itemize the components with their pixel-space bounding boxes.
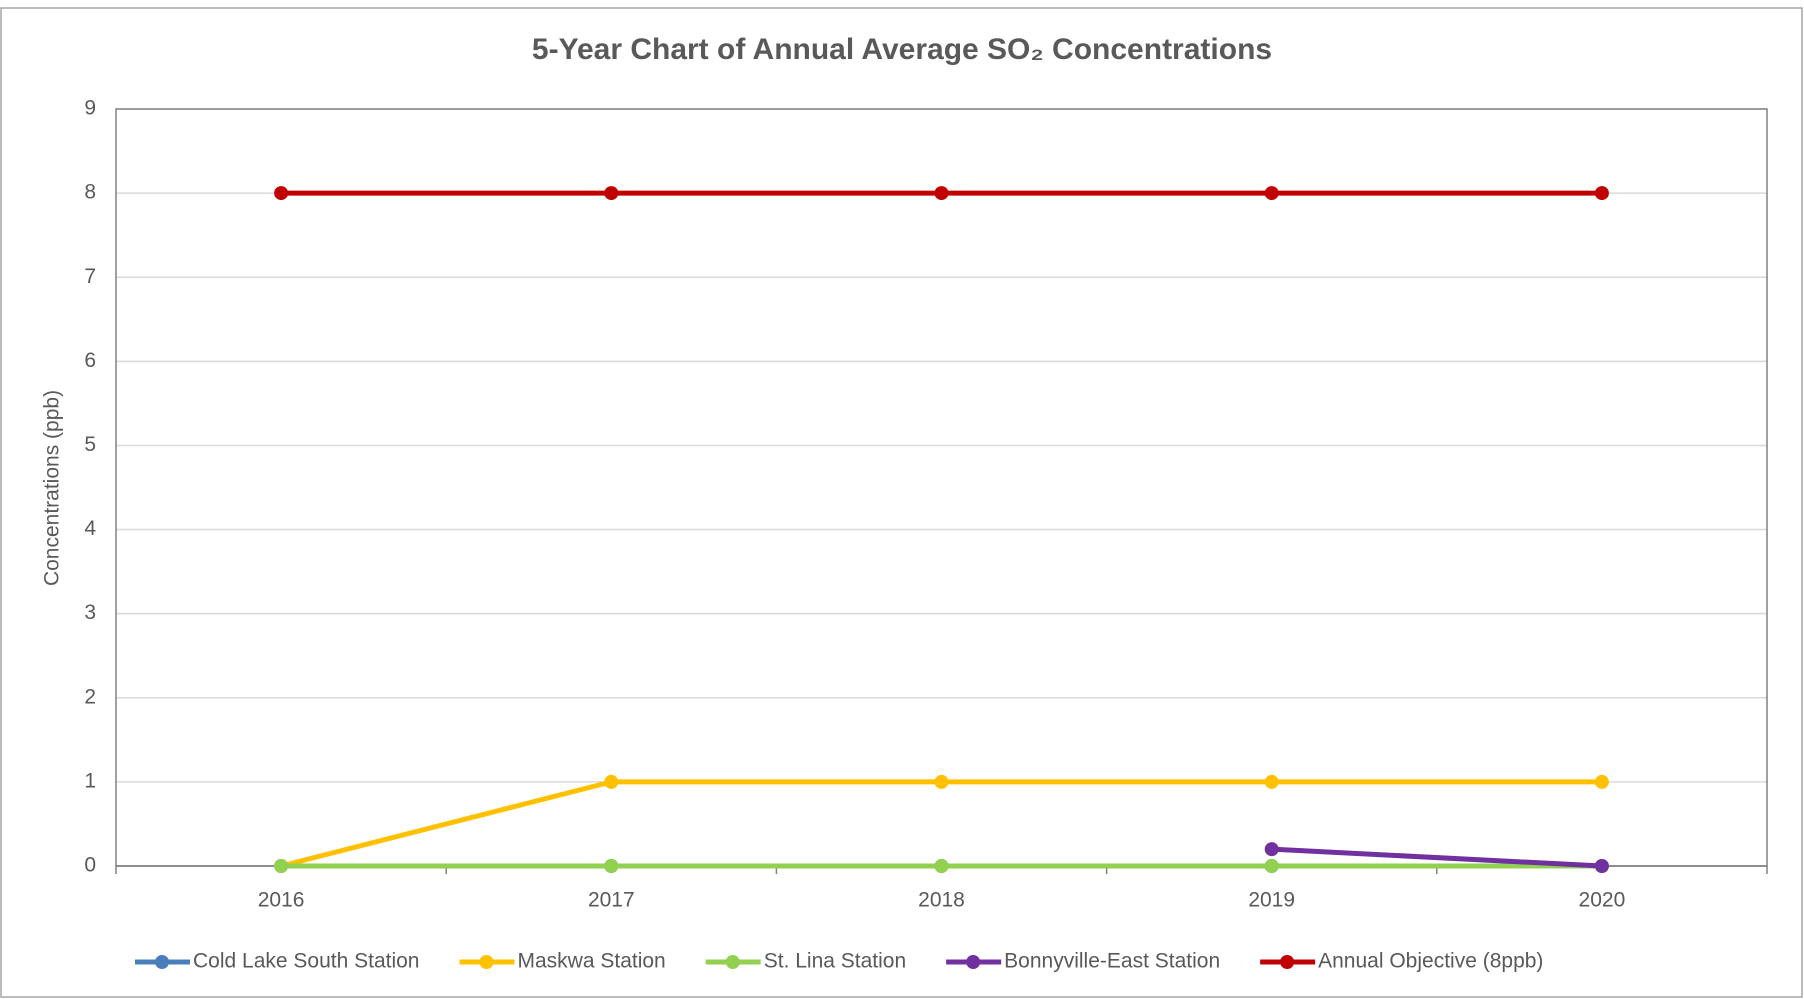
legend-label: Cold Lake South Station bbox=[193, 950, 420, 973]
series-marker bbox=[1594, 774, 1609, 789]
legend-label: Maskwa Station bbox=[518, 950, 666, 973]
y-tick-label: 8 bbox=[84, 181, 96, 204]
legend-marker bbox=[1280, 955, 1295, 969]
legend-label: St. Lina Station bbox=[764, 950, 906, 973]
series-marker bbox=[934, 859, 949, 873]
x-tick-label: 2017 bbox=[588, 889, 635, 912]
series-marker bbox=[1594, 859, 1609, 873]
series-marker bbox=[604, 774, 619, 789]
chart-frame bbox=[0, 7, 1803, 998]
y-tick-label: 3 bbox=[84, 601, 96, 624]
legend-label: Bonnyville-East Station bbox=[1004, 950, 1220, 973]
series-marker bbox=[1264, 774, 1279, 789]
series-marker bbox=[1594, 186, 1609, 201]
series-marker bbox=[274, 186, 289, 201]
series-marker bbox=[274, 859, 289, 873]
y-tick-label: 2 bbox=[84, 685, 96, 708]
legend-marker bbox=[479, 955, 494, 969]
chart-title: 5-Year Chart of Annual Average SO₂ Conce… bbox=[532, 33, 1272, 66]
legend-label: Annual Objective (8ppb) bbox=[1318, 950, 1543, 973]
series-line bbox=[1271, 846, 1603, 869]
series-marker bbox=[1264, 859, 1279, 873]
series-marker bbox=[934, 774, 949, 789]
y-tick-label: 4 bbox=[84, 517, 96, 540]
y-axis-label: Concentrations (ppb) bbox=[41, 390, 64, 586]
y-tick-label: 0 bbox=[84, 854, 96, 877]
y-tick-label: 5 bbox=[84, 433, 96, 456]
legend-marker bbox=[966, 955, 981, 969]
x-tick-label: 2020 bbox=[1579, 889, 1626, 912]
x-tick-label: 2016 bbox=[258, 889, 305, 912]
y-tick-label: 1 bbox=[84, 769, 96, 792]
series-marker bbox=[1264, 842, 1279, 857]
x-tick-label: 2019 bbox=[1248, 889, 1295, 912]
series-marker bbox=[604, 859, 619, 873]
series-marker bbox=[1264, 186, 1279, 201]
x-tick-label: 2018 bbox=[918, 889, 965, 912]
y-tick-label: 9 bbox=[84, 97, 96, 120]
series-marker bbox=[604, 186, 619, 201]
legend-marker bbox=[725, 955, 740, 969]
legend-marker bbox=[155, 955, 169, 969]
y-tick-label: 6 bbox=[84, 349, 96, 372]
series-marker bbox=[934, 186, 949, 201]
y-tick-label: 7 bbox=[84, 265, 96, 288]
